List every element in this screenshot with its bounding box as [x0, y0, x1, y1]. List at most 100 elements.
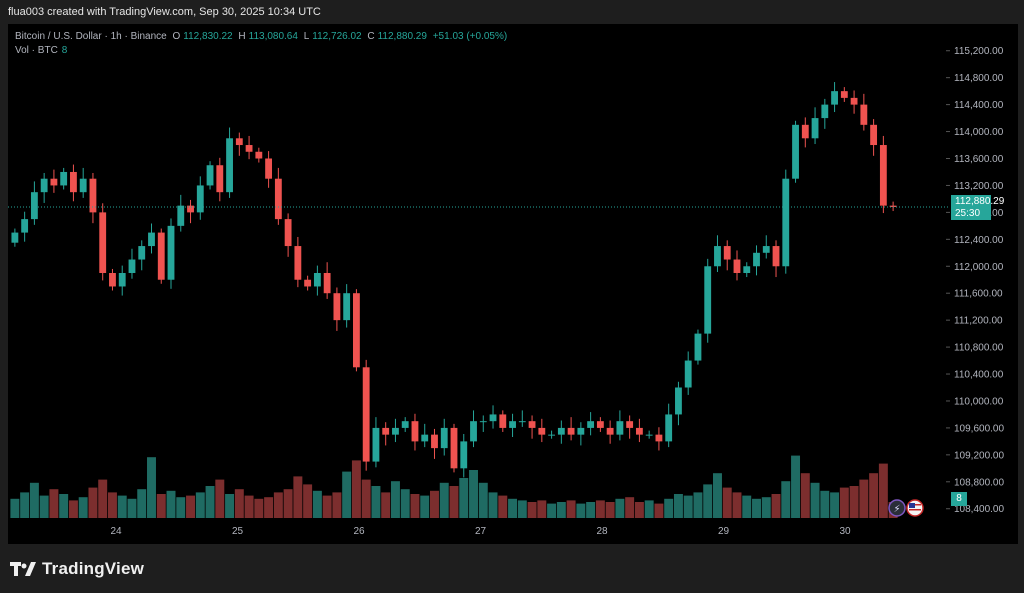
candle	[538, 427, 546, 435]
volume-bar	[195, 492, 205, 518]
candle	[30, 192, 38, 220]
candle	[655, 434, 663, 442]
candle	[743, 266, 751, 273]
volume-bar	[293, 476, 303, 518]
volume-bar	[654, 503, 664, 518]
volume-bar	[683, 495, 693, 518]
y-tick-label: 113,600.00	[954, 154, 1004, 165]
volume-bar	[361, 479, 371, 518]
volume-bar	[39, 495, 49, 518]
candle	[665, 414, 673, 442]
volume-bar	[800, 473, 810, 518]
bar-countdown: 25:30	[955, 208, 981, 219]
volume-bar	[439, 482, 449, 518]
volume-legend: Vol · BTC 8	[15, 45, 67, 56]
volume-bar	[78, 497, 88, 518]
volume-bar	[830, 492, 840, 518]
candle	[714, 246, 721, 267]
volume-bar	[390, 481, 400, 518]
candle	[684, 360, 692, 388]
tradingview-logo[interactable]: TradingView	[10, 558, 144, 580]
volume-bar	[127, 498, 137, 518]
volume-bar	[410, 494, 420, 518]
volume-bar	[625, 497, 635, 518]
tradingview-logo-text: TradingView	[42, 559, 145, 578]
volume-bar	[273, 492, 283, 518]
symbol-label[interactable]: Bitcoin / U.S. Dollar · 1h · Binance	[15, 31, 167, 42]
candle	[606, 427, 614, 435]
x-tick-label: 29	[718, 526, 730, 537]
candle	[245, 145, 253, 152]
volume-label[interactable]: Vol · BTC	[15, 45, 58, 56]
volume-bar	[420, 495, 430, 518]
candle	[313, 273, 321, 287]
y-tick-label: 114,000.00	[954, 127, 1004, 138]
volume-bar	[761, 497, 771, 518]
volume-bar	[742, 495, 752, 518]
candle	[294, 246, 302, 280]
candle	[421, 434, 429, 442]
candle	[557, 427, 565, 435]
y-tick-label: 114,800.00	[954, 73, 1004, 84]
candle	[772, 246, 780, 267]
high-value: 113,080.64	[248, 31, 298, 42]
candle	[206, 165, 214, 186]
candle	[196, 185, 204, 213]
volume-bar	[810, 482, 820, 518]
candle	[528, 421, 536, 428]
y-tick-label: 111,600.00	[954, 289, 1003, 300]
x-tick-label: 25	[232, 526, 244, 537]
candle	[323, 273, 331, 294]
candle	[274, 178, 282, 220]
candle	[733, 259, 741, 273]
candle	[411, 421, 419, 442]
volume-bar	[576, 503, 586, 518]
chart-frame[interactable]: 115,200.00 114,800.00 114,400.00 114,000.00…	[8, 24, 1018, 544]
candle	[616, 421, 624, 435]
volume-bar	[234, 489, 244, 518]
volume-bar	[664, 498, 674, 518]
volume-bar	[781, 481, 791, 518]
last-price-value: 112,880.29	[955, 196, 1005, 207]
candle	[392, 427, 399, 435]
volume-bar	[488, 492, 498, 518]
candle	[704, 266, 712, 334]
candlestick-chart[interactable]: 115,200.00 114,800.00 114,400.00 114,000.00…	[8, 24, 1018, 544]
volume-bar	[107, 492, 117, 518]
high-label: H	[238, 31, 246, 42]
candle	[870, 124, 878, 146]
flag-stripe	[909, 509, 921, 511]
volume-bar	[68, 500, 78, 518]
volume-bar	[264, 497, 274, 518]
volume-value: 8	[61, 45, 68, 56]
volume-bar	[644, 500, 654, 518]
x-tick-label: 28	[596, 526, 608, 537]
volume-bar	[693, 492, 703, 518]
volume-bar	[820, 490, 830, 518]
y-tick-label: 112,400.00	[954, 235, 1004, 246]
candle	[109, 273, 116, 287]
candle	[753, 252, 760, 267]
y-tick-label: 108,400.00	[954, 504, 1004, 515]
flash-icon	[888, 499, 906, 517]
y-tick-label: 115,200.00	[954, 46, 1004, 57]
last-price-tag: 112,880.29 25:30	[951, 195, 1005, 220]
candle	[265, 158, 273, 179]
volume-bar	[176, 497, 186, 518]
volume-bar	[849, 486, 859, 518]
candle	[431, 434, 438, 449]
volume-bar	[117, 495, 127, 518]
candle	[499, 414, 507, 428]
candle	[635, 427, 643, 435]
candle	[89, 178, 97, 213]
volume-bar	[244, 495, 254, 518]
candle	[596, 421, 604, 428]
volume-bar	[469, 470, 478, 518]
volume-bar	[771, 494, 781, 518]
volume-bar	[556, 502, 566, 518]
candle	[40, 178, 48, 193]
volume-bar	[586, 502, 596, 518]
close-value: 112,880.29	[377, 31, 427, 42]
candle	[821, 104, 829, 119]
y-tick-label: 113,200.00	[954, 181, 1004, 192]
